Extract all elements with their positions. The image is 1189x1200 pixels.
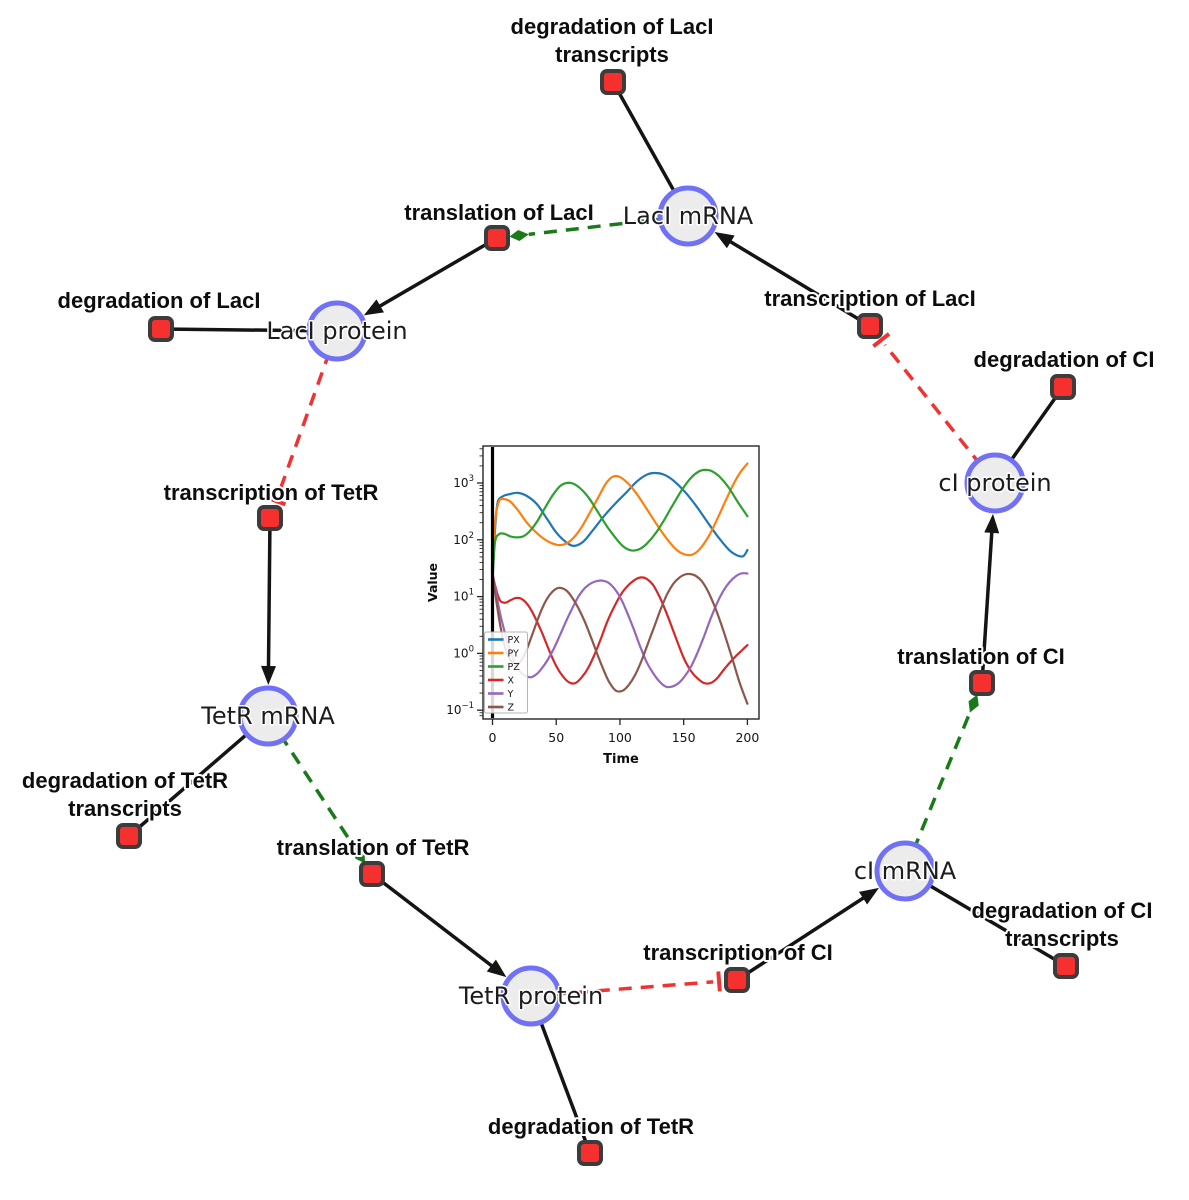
edge-reactant-cI_mRNA-deg_cI_tx bbox=[904, 869, 1067, 968]
species-node-tetR_mRNA[interactable] bbox=[237, 685, 299, 747]
reaction-node-tl_cI[interactable] bbox=[969, 670, 995, 696]
reaction-label-deg_cI_tx: degradation of CI transcripts bbox=[972, 898, 1153, 951]
edge-product-tx_cI-cI_mRNA bbox=[736, 895, 866, 982]
reaction-node-tl_lacI[interactable] bbox=[484, 225, 510, 251]
x-tick-label: 200 bbox=[735, 730, 759, 745]
reaction-label-deg_lacI: degradation of LacI bbox=[58, 288, 261, 313]
diamond-arrowhead-icon bbox=[509, 230, 529, 241]
y-tick-label: 102 bbox=[453, 531, 474, 547]
reaction-label-deg_tetR_tx: degradation of TetR transcripts bbox=[22, 768, 228, 821]
reaction-node-deg_lacI_tx[interactable] bbox=[600, 69, 626, 95]
plot-x-axis: 0 50 100 150 200 Time bbox=[489, 719, 759, 767]
reaction-label-tl_cI: translation of CI bbox=[897, 644, 1064, 669]
reaction-label-deg_tetR: degradation of TetR bbox=[488, 1114, 694, 1139]
species-node-lacI_mRNA[interactable] bbox=[657, 185, 719, 247]
arrowhead-icon bbox=[858, 887, 879, 905]
species-label-tetR_protein: TetR protein bbox=[458, 982, 603, 1010]
labels-layer: degradation of LacI transcripts translatio… bbox=[20, 12, 1157, 1141]
species-label-lacI_protein: LacI protein bbox=[266, 317, 407, 345]
arrowhead-icon bbox=[714, 232, 735, 249]
x-tick-label: 150 bbox=[672, 730, 696, 745]
legend-label-Y: Y bbox=[507, 689, 514, 700]
reaction-node-tx_cI[interactable] bbox=[724, 967, 750, 993]
plot-y-axis: 10−1 100 101 102 103 Value bbox=[425, 448, 483, 717]
x-tick-label: 50 bbox=[548, 730, 564, 745]
x-tick-label: 0 bbox=[489, 730, 497, 745]
species-label-cI_mRNA: cI mRNA bbox=[854, 857, 957, 885]
tbar-inhibition-icon bbox=[265, 495, 287, 507]
edge-product-tx_lacI-lacI_mRNA bbox=[728, 239, 871, 328]
legend-label-X: X bbox=[508, 676, 515, 687]
edge-reactant-tetR_mRNA-deg_tetR_tx bbox=[127, 714, 270, 838]
species-node-cI_mRNA[interactable] bbox=[874, 840, 936, 902]
tbar-inhibition-icon bbox=[872, 332, 891, 348]
y-tick-label: 101 bbox=[453, 588, 474, 604]
series-line-PZ bbox=[491, 468, 749, 581]
legend-label-PZ: PZ bbox=[508, 662, 521, 673]
arrowhead-icon bbox=[363, 299, 384, 316]
series-line-X bbox=[491, 572, 749, 685]
nodes-layer bbox=[116, 69, 1079, 1166]
legend-label-PX: PX bbox=[508, 635, 521, 646]
diamond-arrowhead-icon bbox=[968, 694, 979, 713]
legend-label-Z: Z bbox=[508, 703, 515, 714]
edge-product-tl_tetR-tetR_protein bbox=[370, 872, 494, 969]
x-tick-label: 100 bbox=[608, 730, 632, 745]
y-tick-label: 10−1 bbox=[446, 701, 474, 717]
inset-plot: 0 50 100 150 200Time10−1100101102103ValuePXP… bbox=[416, 426, 784, 770]
plot-axes-box bbox=[482, 445, 760, 720]
arrowhead-icon bbox=[486, 959, 507, 978]
y-tick-label: 103 bbox=[453, 474, 474, 490]
series-line-PX bbox=[491, 471, 749, 581]
reaction-node-deg_tetR[interactable] bbox=[577, 1140, 603, 1166]
edge-product-tl_lacI-lacI_protein bbox=[377, 236, 498, 309]
y-tick-label: 100 bbox=[453, 644, 474, 660]
legend-box bbox=[484, 631, 528, 714]
species-node-cI_protein[interactable] bbox=[964, 452, 1026, 514]
x-axis-title: Time bbox=[603, 752, 639, 767]
species-node-lacI_protein[interactable] bbox=[306, 300, 368, 362]
series-line-PY bbox=[491, 462, 749, 581]
reaction-node-tx_tetR[interactable] bbox=[257, 505, 283, 531]
tbar-inhibition-icon bbox=[716, 971, 722, 992]
reaction-label-tx_cI: transcription of CI bbox=[643, 940, 832, 965]
reaction-label-tl_lacI: translation of LacI bbox=[404, 200, 593, 225]
reaction-node-deg_tetR_tx[interactable] bbox=[116, 823, 142, 849]
plot-legend: PX PY PZ XYZ bbox=[484, 631, 528, 714]
reaction-label-tl_tetR: translation of TetR bbox=[277, 835, 470, 860]
species-label-cI_protein: cI protein bbox=[938, 469, 1051, 497]
reaction-node-tx_lacI[interactable] bbox=[857, 313, 883, 339]
reaction-label-deg_cI: degradation of CI bbox=[974, 347, 1155, 372]
reaction-node-deg_cI_tx[interactable] bbox=[1053, 953, 1079, 979]
reaction-label-tx_tetR: transcription of TetR bbox=[164, 480, 379, 505]
edge-product-tx_tetR-tetR_mRNA bbox=[266, 517, 272, 669]
reaction-label-tx_lacI: transcription of LacI bbox=[764, 286, 975, 311]
arrowhead-icon bbox=[261, 665, 277, 686]
y-axis-title: Value bbox=[425, 563, 440, 602]
species-node-tetR_protein[interactable] bbox=[500, 965, 562, 1027]
reaction-label-deg_lacI_tx: degradation of LacI transcripts bbox=[511, 14, 714, 67]
species-label-tetR_mRNA: TetR mRNA bbox=[200, 702, 335, 730]
legend-label-PY: PY bbox=[508, 649, 520, 660]
arrowhead-icon bbox=[984, 513, 1000, 534]
diamond-arrowhead-icon bbox=[354, 847, 366, 864]
edge-product-tl_cI-cI_protein bbox=[980, 530, 994, 684]
species-label-lacI_mRNA: LacI mRNA bbox=[623, 202, 754, 230]
reaction-node-tl_tetR[interactable] bbox=[359, 861, 385, 887]
reaction-node-deg_lacI[interactable] bbox=[148, 316, 174, 342]
reaction-node-deg_cI[interactable] bbox=[1050, 374, 1076, 400]
